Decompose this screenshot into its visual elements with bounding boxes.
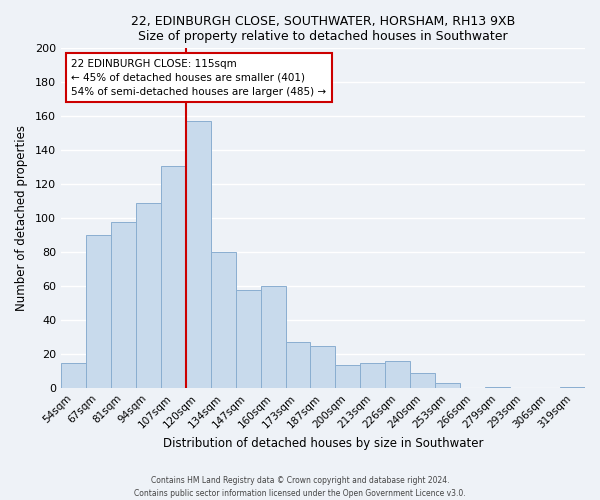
Bar (86, 236, 111, 388)
Title: 22, EDINBURGH CLOSE, SOUTHWATER, HORSHAM, RH13 9XB
Size of property relative to : 22, EDINBURGH CLOSE, SOUTHWATER, HORSHAM… (131, 15, 515, 43)
Text: Contains HM Land Registry data © Crown copyright and database right 2024.
Contai: Contains HM Land Registry data © Crown c… (134, 476, 466, 498)
Bar (410, 373, 435, 388)
Bar (136, 203, 161, 388)
Y-axis label: Number of detached properties: Number of detached properties (15, 126, 28, 312)
Bar (560, 386, 585, 388)
Bar (186, 122, 211, 388)
Bar (111, 222, 136, 388)
Bar (286, 342, 310, 388)
Bar (385, 361, 410, 388)
Bar (211, 252, 236, 388)
X-axis label: Distribution of detached houses by size in Southwater: Distribution of detached houses by size … (163, 437, 483, 450)
Bar (61, 363, 86, 388)
Bar (310, 346, 335, 389)
Text: 22 EDINBURGH CLOSE: 115sqm
← 45% of detached houses are smaller (401)
54% of sem: 22 EDINBURGH CLOSE: 115sqm ← 45% of deta… (71, 58, 326, 96)
Bar (485, 386, 510, 388)
Bar (335, 364, 361, 388)
Bar (260, 286, 286, 388)
Bar (361, 363, 385, 388)
Bar (236, 290, 260, 388)
Bar (161, 166, 186, 388)
Bar (435, 383, 460, 388)
